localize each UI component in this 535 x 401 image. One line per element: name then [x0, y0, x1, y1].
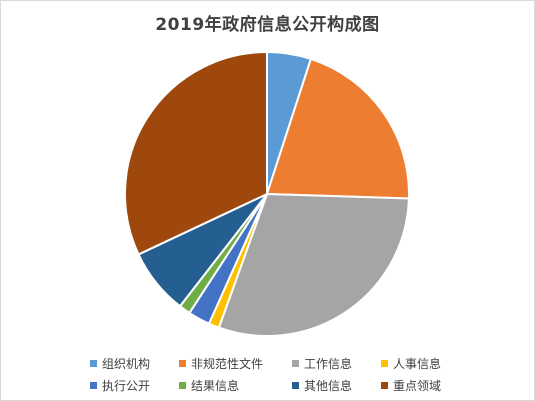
chart-title: 2019年政府信息公开构成图: [155, 15, 380, 35]
legend-swatch: [381, 382, 388, 389]
legend: 组织机构 非规范性文件 工作信息 人事信息执行公开 结果信息 其他信息 重点领域: [90, 355, 450, 394]
legend-label: 结果信息: [191, 379, 240, 393]
legend-item: 工作信息: [292, 355, 361, 372]
legend-label: 工作信息: [304, 357, 353, 371]
legend-swatch: [90, 360, 97, 367]
legend-label: 人事信息: [393, 357, 442, 371]
pie-slice-3: [217, 193, 410, 338]
legend-item: 人事信息: [381, 355, 450, 372]
pie-slice-2: [266, 57, 410, 200]
legend-item: 重点领域: [381, 377, 450, 394]
legend-label: 执行公开: [102, 379, 151, 393]
legend-label: 非规范性文件: [191, 357, 264, 371]
legend-swatch: [179, 360, 186, 367]
legend-swatch: [381, 360, 388, 367]
legend-item: 执行公开: [90, 377, 159, 394]
legend-swatch: [90, 382, 97, 389]
legend-label: 其他信息: [304, 379, 353, 393]
legend-item: 其他信息: [292, 377, 361, 394]
pie-slice-8: [124, 51, 268, 256]
legend-label: 重点领域: [393, 379, 442, 393]
legend-label: 组织机构: [102, 357, 151, 371]
legend-item: 非规范性文件: [179, 355, 272, 372]
legend-item: 结果信息: [179, 377, 272, 394]
legend-swatch: [292, 360, 299, 367]
legend-swatch: [179, 382, 186, 389]
legend-swatch: [292, 382, 299, 389]
legend-item: 组织机构: [90, 355, 159, 372]
